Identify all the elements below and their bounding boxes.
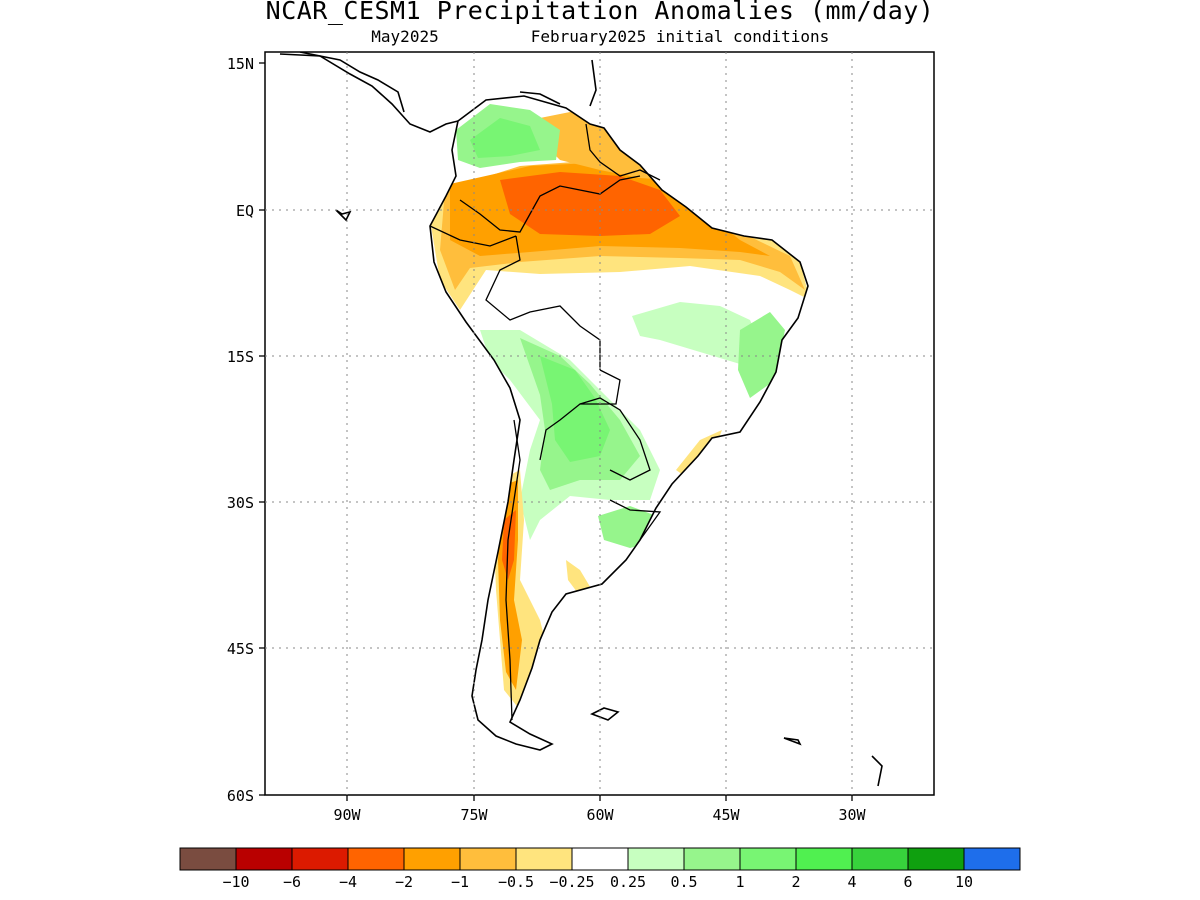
colorbar-tick-label: 0.5 (670, 873, 697, 891)
lon-label-75w: 75W (460, 806, 488, 824)
lat-label-30s: 30S (227, 494, 254, 512)
initial-conditions-label: February2025 initial conditions (530, 27, 830, 46)
colorbar-swatch (347, 847, 405, 871)
south-sandwich-islands (871, 755, 883, 787)
lat-label-15s: 15S (227, 348, 254, 366)
colorbar-tick-label: 4 (847, 873, 856, 891)
colorbar-swatch (459, 847, 517, 871)
colorbar (179, 847, 1021, 871)
map-title: NCAR_CESM1 Precipitation Anomalies (mm/d… (265, 0, 935, 25)
colorbar-swatch (963, 847, 1021, 871)
border-guianas (585, 123, 661, 181)
country-borders (429, 123, 662, 721)
south-georgia-island (783, 737, 802, 746)
colorbar-tick-label: −10 (222, 873, 249, 891)
colorbar-swatch (627, 847, 685, 871)
valid-month-label: May2025 (371, 27, 439, 46)
colorbar-swatch (515, 847, 573, 871)
colorbar-tick-label: 10 (955, 873, 973, 891)
colorbar-swatch (683, 847, 741, 871)
anomaly-minus-2 (500, 172, 680, 236)
axis-ticks (259, 62, 853, 801)
lon-label-90w: 90W (333, 806, 361, 824)
colorbar-swatch (907, 847, 965, 871)
central-america-north-coast (299, 52, 405, 113)
anomaly-plus-2-central (540, 356, 610, 462)
anomaly-argentina-coast (566, 560, 592, 596)
colorbar-tick-label: −0.25 (549, 873, 594, 891)
lat-label-60s: 60S (227, 787, 254, 805)
lat-label-eq: EQ (236, 202, 254, 220)
colorbar-tick-label: −0.5 (498, 873, 534, 891)
central-america-coastline (279, 53, 459, 133)
colorbar-tick-label: −4 (339, 873, 357, 891)
colorbar-swatch (179, 847, 237, 871)
colorbar-swatch (739, 847, 797, 871)
colorbar-swatch (235, 847, 293, 871)
colorbar-tick-label: 1 (735, 873, 744, 891)
colorbar-swatch (795, 847, 853, 871)
colorbar-swatch (403, 847, 461, 871)
border-colombia-venezuela (459, 175, 641, 233)
anomaly-chile-strong (502, 510, 516, 580)
border-paraguay (579, 397, 651, 481)
colorbar-swatch (571, 847, 629, 871)
anomaly-shading (430, 104, 808, 710)
coastlines (279, 52, 883, 787)
colorbar-tick-label: 2 (791, 873, 800, 891)
lat-label-15n: 15N (227, 55, 254, 73)
anomaly-plus-2 (470, 118, 540, 158)
colorbar-swatch (291, 847, 349, 871)
anomaly-central-brazil (632, 302, 760, 364)
border-peru-brazil (485, 235, 601, 370)
colorbar-tick-label: −1 (451, 873, 469, 891)
lon-label-45w: 45W (712, 806, 740, 824)
galapagos-islands (335, 209, 352, 222)
south-america-coastline (429, 95, 809, 751)
lon-label-30w: 30W (838, 806, 866, 824)
colorbar-tick-label: 6 (903, 873, 912, 891)
colorbar-tick-label: −2 (395, 873, 413, 891)
graticule (265, 52, 934, 795)
border-ecuador (429, 225, 517, 247)
lon-label-60w: 60W (586, 806, 614, 824)
colorbar-labels: −10 −6 −4 −2 −1 −0.5 −0.25 0.25 0.5 1 2 4 6 10 (222, 873, 973, 891)
colorbar-tick-label: −6 (283, 873, 301, 891)
border-chile-argentina (505, 419, 521, 721)
colorbar-tick-label: 0.25 (610, 873, 646, 891)
border-uruguay (609, 499, 662, 541)
lat-label-45s: 45S (227, 640, 254, 658)
lesser-antilles (589, 59, 597, 107)
colorbar-swatch (851, 847, 909, 871)
caribbean-islands (519, 91, 561, 105)
